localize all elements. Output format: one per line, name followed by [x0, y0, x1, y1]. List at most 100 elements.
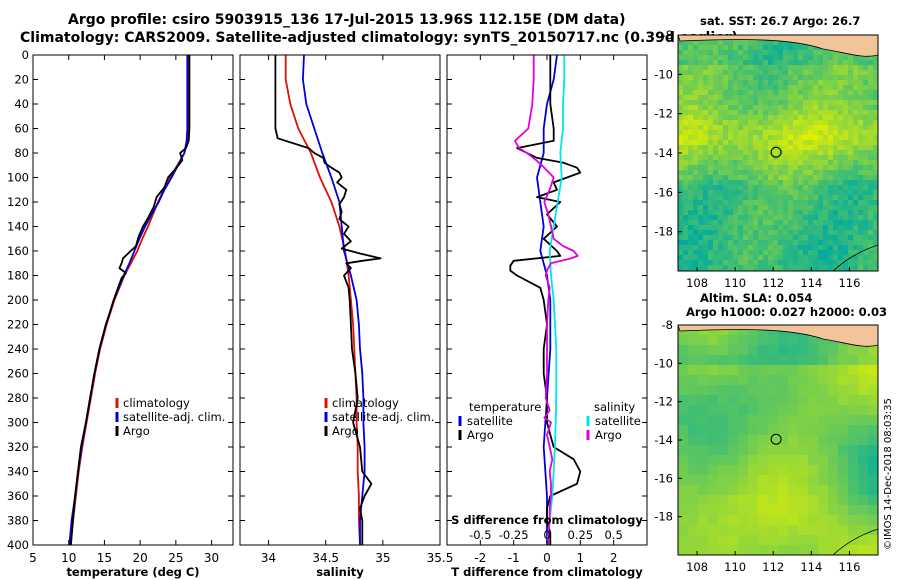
map-pixel [748, 120, 754, 126]
map-pixel [728, 65, 734, 71]
map-pixel [858, 195, 864, 201]
map-pixel [708, 475, 719, 486]
map-pixel [788, 215, 794, 221]
map-pixel [808, 230, 814, 236]
map-pixel [788, 395, 799, 406]
map-pixel [848, 250, 854, 256]
map-pixel [688, 110, 694, 116]
map-pixel [808, 445, 819, 456]
map-pixel [758, 200, 764, 206]
map-pixel [688, 235, 694, 241]
map-pixel [808, 180, 814, 186]
map-pixel [758, 535, 769, 546]
map-pixel [758, 485, 769, 496]
map-pixel [698, 75, 704, 81]
map-pixel [758, 240, 764, 246]
map-pixel [808, 245, 814, 251]
map-pixel [748, 455, 759, 466]
map-pixel [748, 45, 754, 51]
map-pixel [858, 90, 864, 96]
map-pixel [848, 475, 859, 486]
map-pixel [718, 160, 724, 166]
map-pixel [843, 265, 849, 271]
map-pixel [733, 175, 739, 181]
map-pixel [703, 245, 709, 251]
map-pixel [693, 65, 699, 71]
map-pixel [688, 60, 694, 66]
map-pixel [793, 75, 799, 81]
map-pixel [788, 265, 794, 271]
map-pixel [778, 395, 789, 406]
map-pixel [778, 50, 784, 56]
map-pixel [748, 165, 754, 171]
map-pixel [733, 130, 739, 136]
map-pixel [688, 425, 699, 436]
map-pixel [863, 145, 869, 151]
map-pixel [693, 260, 699, 266]
map-pixel [853, 245, 859, 251]
map-pixel [798, 495, 809, 506]
map-pixel [718, 115, 724, 121]
map-pixel [743, 180, 749, 186]
map-pixel [808, 240, 814, 246]
map-pixel [823, 195, 829, 201]
map-pixel [803, 265, 809, 271]
map-pixel [763, 50, 769, 56]
map-pixel [678, 465, 689, 476]
y-tick-label: 400 [7, 538, 29, 552]
map-pixel [808, 85, 814, 91]
map-pixel [833, 50, 839, 56]
map-pixel [813, 170, 819, 176]
map-pixel [813, 260, 819, 266]
map-pixel [723, 150, 729, 156]
map-pixel [708, 45, 714, 51]
map-pixel [868, 145, 874, 151]
map-pixel [738, 105, 744, 111]
map-pixel [858, 105, 864, 111]
map-pixel [838, 200, 844, 206]
map-pixel [828, 260, 834, 266]
map-pixel [768, 210, 774, 216]
map-pixel [758, 55, 764, 61]
map-pixel [833, 110, 839, 116]
map-pixel [808, 395, 819, 406]
map-pixel [708, 55, 714, 61]
map-pixel [688, 165, 694, 171]
map-pixel [708, 190, 714, 196]
map-pixel [838, 225, 844, 231]
map-x-tick-label: 110 [724, 560, 746, 574]
map-pixel [843, 205, 849, 211]
map-pixel [698, 95, 704, 101]
map-pixel [698, 220, 704, 226]
map-pixel [853, 120, 859, 126]
map-pixel [733, 165, 739, 171]
map-pixel [753, 95, 759, 101]
map-pixel [828, 175, 834, 181]
map-pixel [708, 95, 714, 101]
map-pixel [683, 200, 689, 206]
map-y-tick-label: -12 [654, 107, 673, 121]
map-pixel [753, 90, 759, 96]
map-pixel [858, 405, 869, 416]
map-pixel [833, 105, 839, 111]
map-pixel [738, 40, 744, 46]
map-pixel [748, 425, 759, 436]
map-pixel [753, 120, 759, 126]
map-pixel [683, 60, 689, 66]
map-pixel [768, 405, 779, 416]
map-pixel [808, 100, 814, 106]
map-pixel [778, 45, 784, 51]
map-pixel [718, 325, 729, 336]
legend-title-temperature: temperature [469, 400, 541, 414]
x-tick-label: 2 [610, 551, 618, 565]
map-pixel [738, 455, 749, 466]
map-pixel [828, 245, 834, 251]
map-pixel [808, 115, 814, 121]
map-pixel [768, 75, 774, 81]
map-pixel [763, 220, 769, 226]
map-pixel [688, 455, 699, 466]
map-pixel [733, 155, 739, 161]
map-pixel [743, 160, 749, 166]
map-pixel [818, 115, 824, 121]
argo-position-marker [770, 433, 782, 445]
